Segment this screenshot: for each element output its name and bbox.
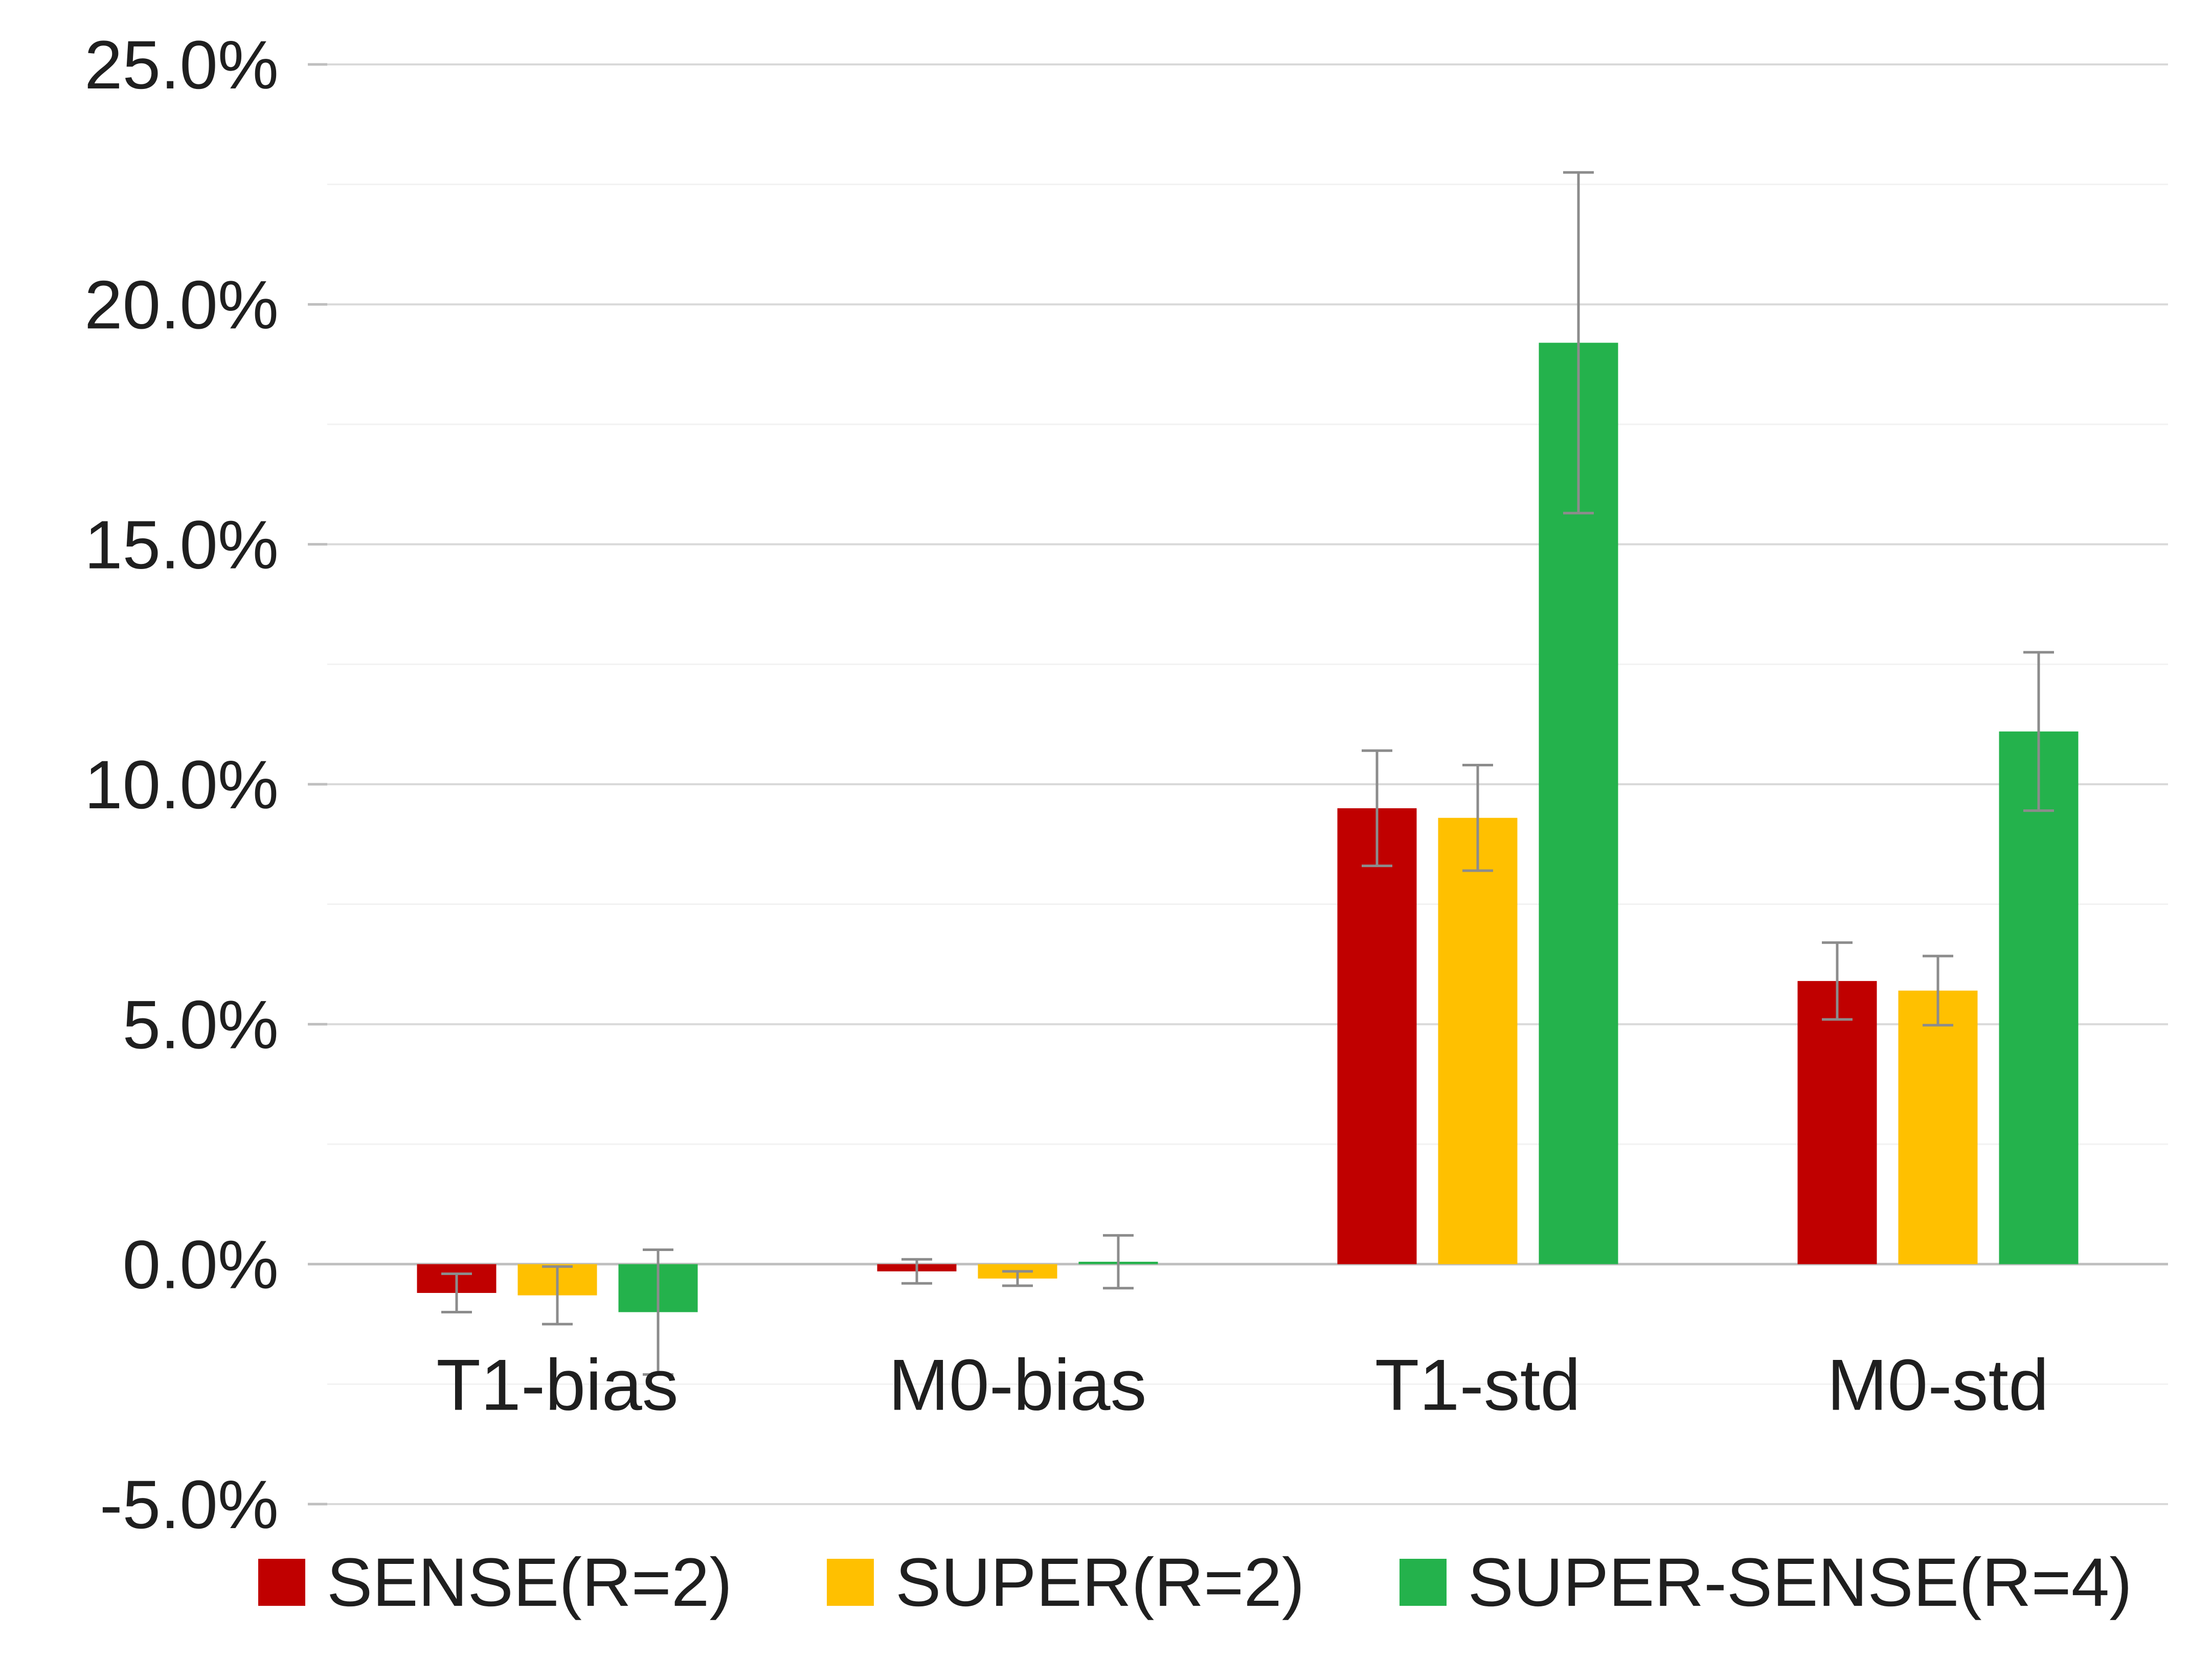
legend-swatch-super (827, 1559, 874, 1606)
legend-item-super-sense: SUPER-SENSE(R=4) (1399, 1543, 2132, 1622)
legend-item-sense: SENSE(R=2) (258, 1543, 732, 1622)
y-tick-label: -5.0% (100, 1467, 279, 1543)
y-tick-label: 15.0% (84, 507, 279, 583)
bar-T1-std-SENSE(R=2) (1337, 808, 1417, 1264)
x-category-label: T1-std (1375, 1345, 1581, 1426)
y-tick-label: 20.0% (84, 267, 279, 343)
bar-T1-std-SUPER(R=2) (1438, 817, 1518, 1264)
legend-label-super-sense: SUPER-SENSE(R=4) (1468, 1544, 2132, 1621)
legend-swatch-super-sense (1399, 1559, 1447, 1606)
legend-label-super: SUPER(R=2) (895, 1544, 1305, 1621)
y-tick-label: 0.0% (123, 1227, 279, 1303)
bar-M0-std-SUPER-SENSE(R=4) (1999, 731, 2079, 1264)
bar-M0-std-SUPER(R=2) (1898, 990, 1978, 1264)
x-category-label: T1-bias (436, 1345, 679, 1426)
legend-label-sense: SENSE(R=2) (327, 1544, 733, 1621)
x-category-label: M0-std (1827, 1345, 2049, 1426)
x-category-label: M0-bias (888, 1345, 1146, 1426)
legend-swatch-sense (258, 1559, 305, 1606)
legend-item-super: SUPER(R=2) (827, 1543, 1305, 1622)
bar-M0-std-SENSE(R=2) (1797, 981, 1877, 1264)
y-tick-label: 10.0% (84, 747, 279, 823)
y-tick-label: 25.0% (84, 27, 279, 103)
chart-legend: SENSE(R=2) SUPER(R=2) SUPER-SENSE(R=4) (258, 1539, 2132, 1626)
y-tick-label: 5.0% (123, 987, 279, 1063)
